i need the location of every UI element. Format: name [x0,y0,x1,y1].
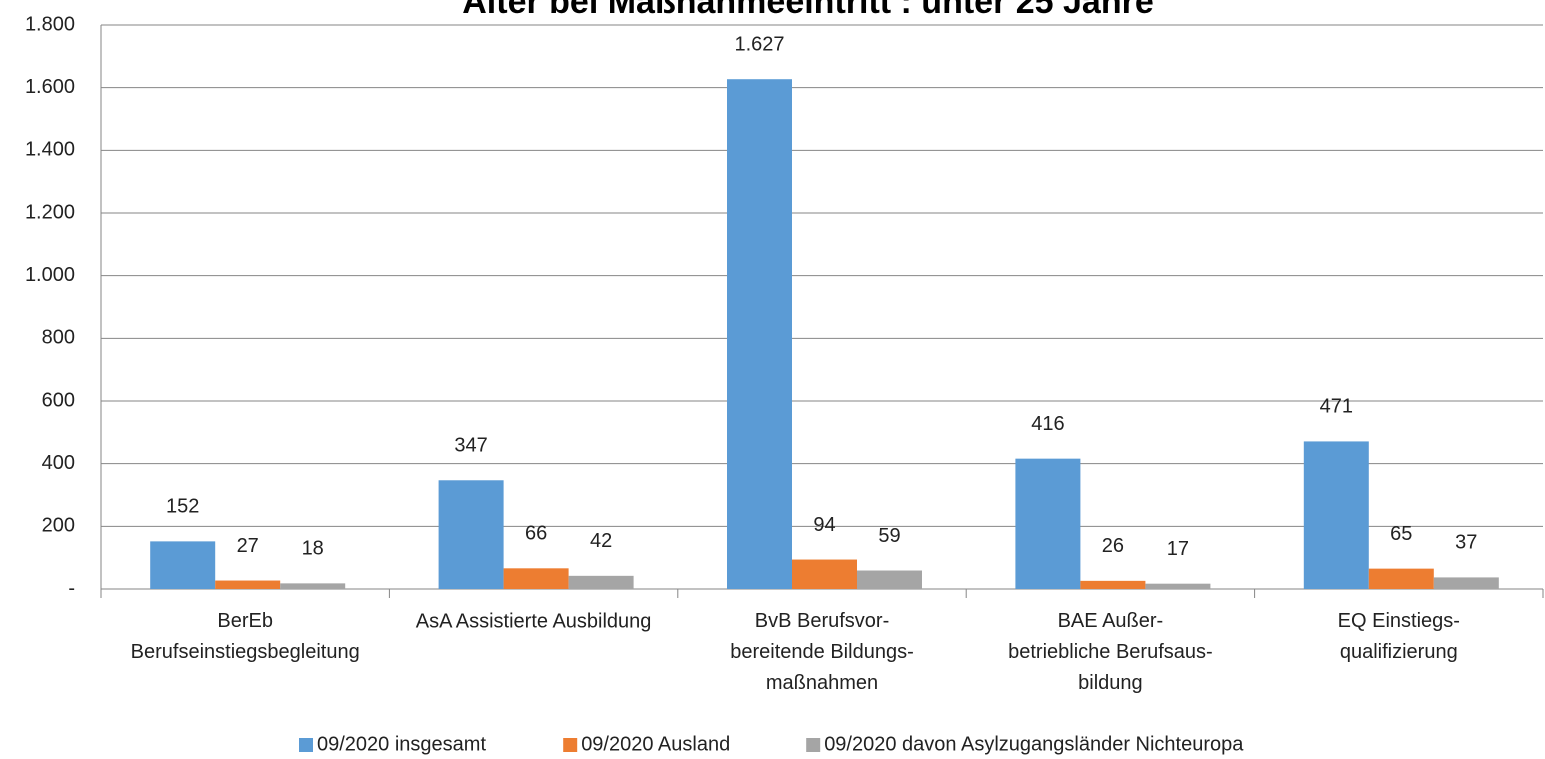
bar [280,583,346,589]
data-label: 471 [1320,396,1353,418]
bar [1433,577,1499,589]
data-label: 42 [590,530,612,552]
legend-label: 09/2020 Ausland [581,733,730,755]
y-tick-label: 600 [42,389,75,411]
bar [1303,441,1369,589]
data-label: 59 [878,525,900,547]
data-label: 1.627 [734,33,784,55]
bar [792,559,857,589]
bar [438,480,504,589]
bar [727,79,792,589]
y-tick-label: - [68,577,75,599]
data-label: 27 [237,535,259,557]
y-tick-label: 400 [42,452,75,474]
bar [215,580,281,589]
data-label: 18 [302,538,324,560]
y-tick-label: 1.800 [25,13,75,35]
bar [568,575,634,589]
x-tick-label: BAE Außer-betriebliche Berufsaus-bildung [1008,610,1213,694]
bar [1368,568,1434,589]
y-tick-label: 1.000 [25,264,75,286]
legend-label: 09/2020 insgesamt [317,733,486,755]
bar [857,570,922,589]
bar [503,568,569,589]
data-label: 94 [813,514,835,536]
legend-label: 09/2020 davon Asylzugangsländer Nichteur… [824,733,1244,755]
bar [1015,458,1081,589]
data-label: 152 [166,496,199,518]
y-tick-label: 200 [42,515,75,537]
y-tick-label: 1.600 [25,76,75,98]
data-label: 65 [1390,523,1412,545]
y-tick-label: 1.400 [25,139,75,161]
data-label: 26 [1102,535,1124,557]
y-tick-label: 1.200 [25,201,75,223]
data-label: 37 [1455,532,1477,554]
bar [150,541,216,589]
x-tick-label: EQ Einstiegs-qualifizierung [1338,610,1460,663]
x-tick-label: BvB Berufsvor-bereitende Bildungs-maßnah… [730,610,913,694]
data-label: 416 [1031,413,1064,435]
bar [1145,583,1211,589]
y-tick-label: 800 [42,327,75,349]
legend-swatch [806,738,821,752]
data-label: 66 [525,523,547,545]
legend-swatch [563,738,578,752]
chart-title: Alter bei Maßnahmeeintritt : unter 25 Ja… [462,0,1154,21]
x-tick-label: AsA Assistierte Ausbildung [416,610,652,632]
bar [1080,580,1146,589]
legend-swatch [299,738,313,752]
data-label: 347 [454,435,487,457]
data-label: 17 [1167,538,1189,560]
x-tick-label: BerEb Berufseinstiegsbegleitung [131,610,360,663]
